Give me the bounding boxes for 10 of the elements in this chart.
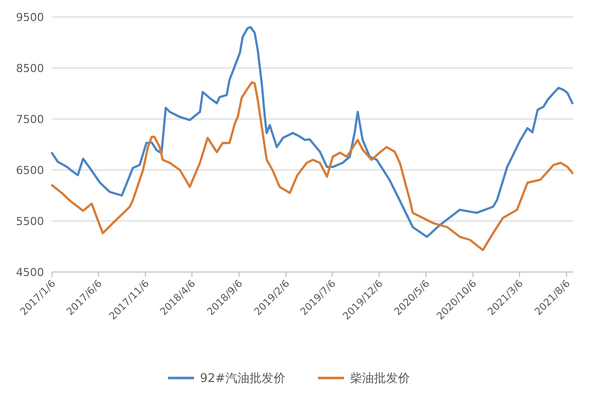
- y-tick-label: 4500: [16, 266, 44, 279]
- legend-label: 柴油批发价: [350, 371, 410, 385]
- y-tick-label: 8500: [16, 62, 44, 75]
- line-series: [50, 26, 574, 238]
- y-tick-label: 6500: [16, 164, 44, 177]
- y-tick-label: 7500: [16, 113, 44, 126]
- y-tick-label: 9500: [16, 11, 44, 24]
- line-series: [50, 81, 574, 252]
- y-tick-label: 5500: [16, 215, 44, 228]
- legend-label: 92#汽油批发价: [200, 371, 286, 385]
